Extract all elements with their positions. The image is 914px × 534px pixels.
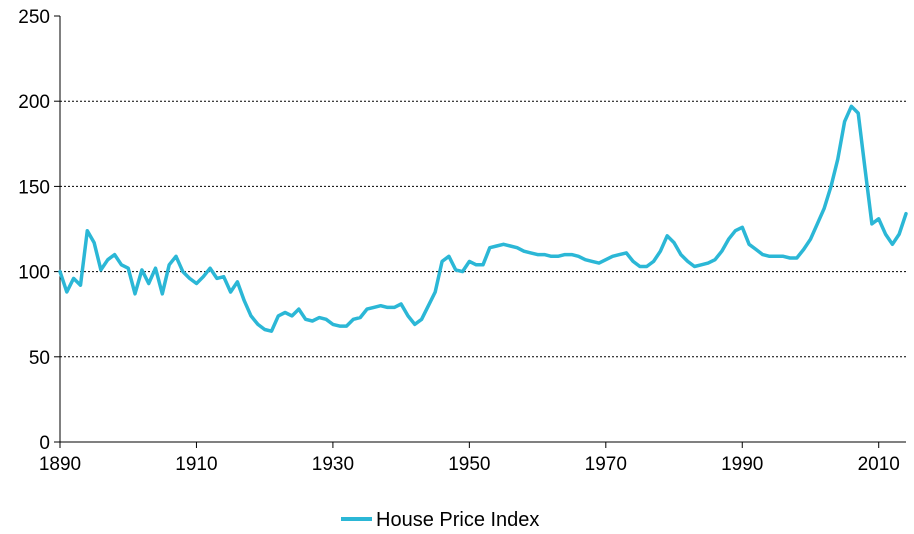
axes: [59, 16, 906, 443]
gridlines: [60, 100, 906, 358]
x-tick-label-1990: 1990: [721, 454, 763, 475]
series-line-house-price-index: [58, 104, 908, 333]
x-tick-label-1890: 1890: [39, 454, 81, 475]
y-tick-label-250: 250: [18, 7, 50, 28]
y-axis-ticks: 0 50 100 150 200 250: [18, 7, 60, 454]
legend-label-house-price-index: House Price Index: [376, 509, 539, 531]
y-tick-label-200: 200: [18, 92, 50, 113]
y-tick-label-100: 100: [18, 263, 50, 284]
legend: House Price Index: [341, 509, 539, 531]
y-tick-label-150: 150: [18, 177, 50, 198]
series-layer: [58, 104, 908, 333]
x-tick-label-1950: 1950: [448, 454, 490, 475]
x-tick-label-2010: 2010: [858, 454, 900, 475]
y-tick-label-50: 50: [29, 348, 50, 369]
y-tick-label-0: 0: [39, 433, 50, 454]
x-tick-label-1910: 1910: [175, 454, 217, 475]
x-tick-label-1970: 1970: [585, 454, 627, 475]
x-axis-ticks: 1890 1910 1930 1950 1970 1990 2010: [39, 442, 900, 475]
x-tick-label-1930: 1930: [312, 454, 354, 475]
